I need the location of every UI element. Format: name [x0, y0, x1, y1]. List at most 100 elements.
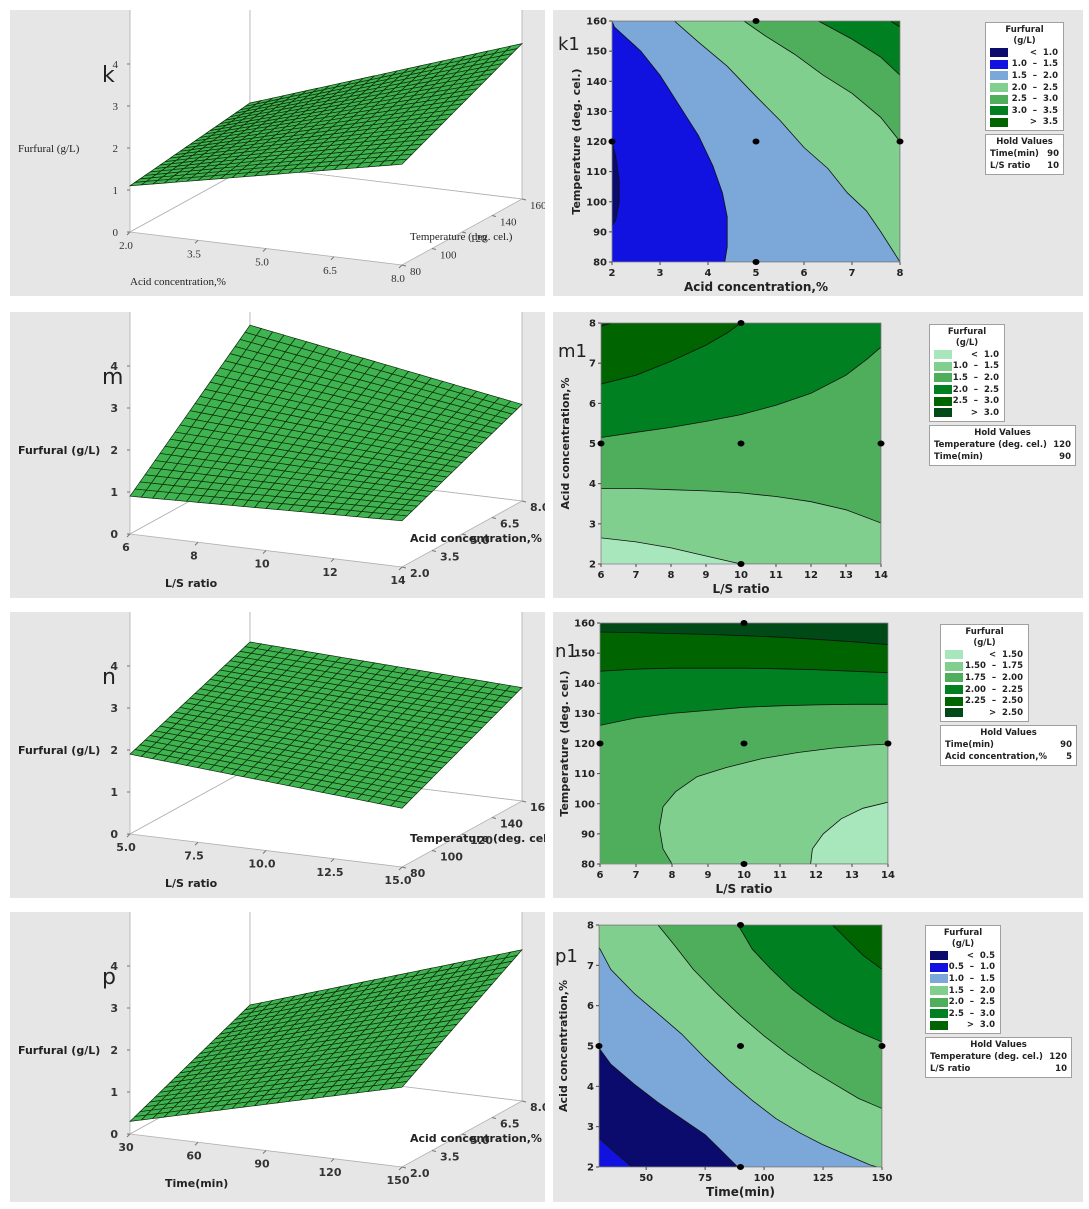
legend-swatch [990, 48, 1008, 58]
legend-entry: 1.5 – 2.0 [926, 985, 1000, 997]
hold-value-number: 10 [1047, 161, 1059, 171]
y-tick-label: 150 [574, 649, 595, 660]
y-tick-label: 80 [410, 266, 422, 278]
x-tick-label: 13 [839, 570, 853, 581]
y-tick [461, 833, 467, 836]
x-tick [262, 248, 267, 252]
y-tick [401, 1166, 407, 1169]
hold-value-row: Acid concentration,% 5 [941, 751, 1076, 763]
x-tick [398, 1166, 403, 1171]
contour-region [599, 1137, 633, 1167]
y-tick-label: 8.0 [530, 1101, 545, 1114]
design-point [752, 18, 760, 24]
legend-swatch [934, 408, 952, 418]
x-tick-label: 12 [322, 566, 337, 579]
contour-region [743, 21, 900, 143]
x-tick-label: 10 [734, 570, 748, 581]
x-tick-label: 4 [705, 268, 712, 279]
y-tick-label: 7 [587, 961, 594, 972]
hold-value-name: L/S ratio [990, 161, 1031, 171]
hold-values-box: Hold Values Temperature (deg. cel.) 120 L/S… [925, 1037, 1072, 1078]
legend-entry: 1.0 – 1.5 [930, 361, 1004, 373]
legend-swatch [930, 962, 948, 972]
hold-value-name: Acid concentration,% [945, 752, 1047, 762]
hold-value-number: 5 [1066, 752, 1072, 762]
x-tick [398, 264, 403, 269]
y-tick-label: 100 [440, 250, 457, 262]
contour-plot-k1: 2 3 4 5 6 7 8 80 90 100 110 120 130 140 150 160 Acid con… [558, 17, 904, 295]
legend-title-line: (g/L) [955, 338, 979, 348]
design-point [740, 620, 748, 626]
y-axis-label: Acid concentration,% [410, 532, 542, 545]
legend-entry: 2.25 – 2.50 [941, 695, 1028, 707]
x-axis-label: Acid concentration,% [130, 276, 226, 288]
x-tick [330, 256, 335, 261]
y-tick [431, 550, 437, 552]
hold-value-name: Time(min) [990, 149, 1039, 159]
x-axis-label: Acid concentration,% [684, 280, 828, 294]
x-tick-label: 14 [390, 574, 406, 587]
surface-cell [389, 800, 408, 809]
x-tick-label: 3 [657, 268, 664, 279]
y-axis-label: Temperature (deg. cel.) [410, 231, 513, 243]
x-tick-label: 100 [754, 1173, 775, 1184]
design-point [740, 861, 748, 867]
legend-swatch [945, 685, 963, 695]
legend-entry: 1.0 – 1.5 [926, 973, 1000, 985]
x-tick-label: 10 [254, 558, 270, 571]
surface-panel-n: 0 1 2 3 4 Furfural (g/L) 5.0 7.5 10.0 12.5 15.0 L/S… [10, 612, 545, 898]
contour-region [818, 21, 900, 76]
x-tick-label: 12.5 [316, 866, 343, 879]
design-point [597, 440, 605, 447]
y-tick-label: 80 [593, 258, 607, 269]
y-tick [401, 566, 407, 569]
y-tick-label: 6 [587, 1001, 594, 1012]
legend-swatch [990, 59, 1008, 69]
y-tick [491, 517, 497, 519]
y-tick-label: 2 [589, 560, 596, 571]
legend-entry: 1.0 – 1.5 [986, 59, 1063, 71]
y-tick [461, 533, 467, 536]
x-tick [262, 850, 267, 854]
x-tick-label: 150 [387, 1174, 410, 1187]
hold-value-number: 120 [1053, 440, 1071, 450]
y-tick-label: 130 [574, 709, 595, 720]
y-tick [521, 1100, 527, 1103]
design-point [896, 138, 904, 145]
x-tick-label: 7 [633, 570, 640, 581]
legend-label: 1.50 – 1.75 [964, 661, 1023, 672]
z-tick-label: 3 [113, 101, 119, 113]
y-tick [461, 231, 467, 234]
legend-label: 1.5 – 2.0 [948, 985, 995, 996]
surface-plot-n: 0 1 2 3 4 Furfural (g/L) 5.0 7.5 10.0 12.5 15.0 L/S… [18, 612, 545, 890]
contour-region [889, 21, 900, 28]
panel-label: n [102, 665, 116, 690]
design-point [737, 561, 745, 567]
x-tick-label: 50 [639, 1173, 653, 1184]
hold-value-name: Time(min) [945, 740, 994, 750]
panel-label: p [102, 965, 116, 990]
legend-swatch [945, 708, 963, 718]
x-tick-label: 7.5 [184, 849, 204, 862]
legend-entry: > 3.0 [930, 407, 1004, 419]
hold-values-title: Hold Values [974, 428, 1031, 438]
legend-entry: 3.0 – 3.5 [986, 105, 1063, 117]
y-tick-label: 150 [586, 47, 607, 58]
legend-label: 2.5 – 3.0 [952, 396, 999, 407]
design-point [877, 440, 885, 447]
x-axis-label: L/S ratio [713, 582, 770, 596]
z-tick-label: 3 [110, 1002, 118, 1015]
hold-values-title: Hold Values [996, 137, 1053, 147]
legend-label: 1.75 – 2.00 [964, 672, 1023, 683]
legend-swatch [934, 361, 952, 371]
y-tick-label: 8 [589, 319, 596, 330]
hold-value-row: Time(min) 90 [930, 451, 1075, 463]
hold-value-number: 90 [1059, 452, 1071, 462]
y-tick-label: 120 [470, 233, 487, 245]
y-tick-label: 140 [574, 679, 595, 690]
y-tick [521, 198, 527, 201]
legend-swatch [930, 974, 948, 984]
legend-title: Furfural (g/L) [926, 926, 1000, 950]
y-tick [401, 866, 407, 869]
hold-value-name: Temperature (deg. cel.) [934, 440, 1047, 450]
